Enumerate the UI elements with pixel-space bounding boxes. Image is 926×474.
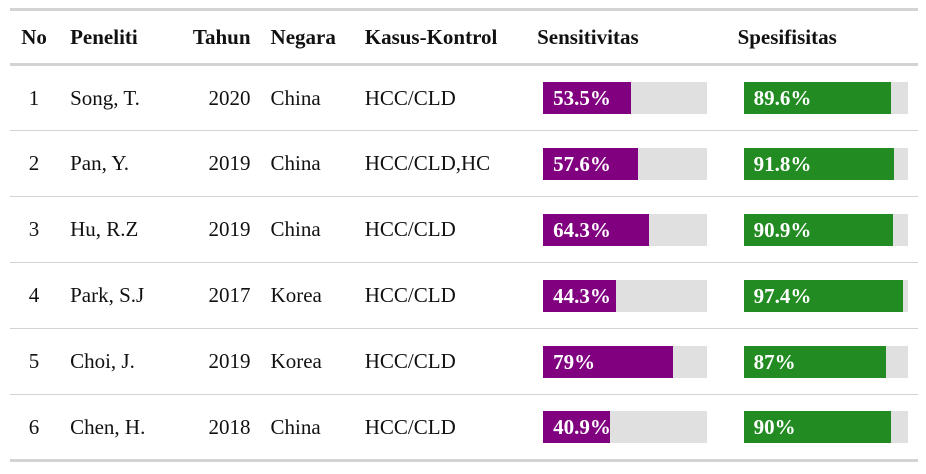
spesifisitas-bar-fill: [743, 147, 895, 180]
table-row: 4 Park, S.J 2017 Korea HCC/CLD 44.3% 97.4%: [10, 263, 918, 329]
spesifisitas-bar-fill: [743, 213, 893, 246]
cell-no: 5: [28, 349, 40, 373]
sensitivitas-value: 53.5%: [553, 86, 611, 110]
cell-negara: Korea: [270, 283, 322, 307]
cell-tahun: 2019: [208, 349, 251, 373]
cell-spesifisitas: 91.8%: [738, 131, 918, 197]
sensitivitas-bar-fill: [543, 411, 611, 443]
sensitivitas-bar-track: 64.3%: [543, 213, 708, 246]
cell-kasus-kontrol: HCC/CLD: [364, 217, 456, 241]
header-row: No Peneliti Tahun Negara Kasus-Kontrol S…: [10, 9, 918, 65]
cell-tahun: 2018: [208, 414, 251, 439]
spesifisitas-value: 90%: [753, 415, 796, 439]
header-peneliti: Peneliti: [70, 24, 138, 49]
spesifisitas-bar-track: 90%: [743, 411, 908, 443]
spesifisitas-value: 91.8%: [753, 151, 812, 176]
cell-kasus-kontrol: HCC/CLD: [364, 349, 456, 373]
cell-spesifisitas: 89.6%: [738, 65, 918, 131]
cell-kasus-kontrol: HCC/CLD: [364, 283, 456, 307]
cell-kasus-kontrol: HCC/CLD: [364, 85, 456, 110]
cell-sensitivitas: 40.9%: [537, 395, 737, 461]
spesifisitas-bar-fill: [743, 411, 892, 443]
cell-tahun: 2019: [208, 151, 251, 175]
cell-negara: China: [270, 414, 321, 439]
cell-sensitivitas: 79%: [537, 329, 737, 395]
sensitivitas-value: 57.6%: [553, 151, 611, 176]
cell-tahun: 2019: [208, 217, 251, 241]
header-negara: Negara: [270, 24, 336, 49]
sensitivitas-bar-track: 40.9%: [543, 411, 708, 443]
cell-sensitivitas: 57.6%: [537, 131, 737, 197]
table-body: 1 Song, T. 2020 China HCC/CLD 53.5% 89.6% 2 Pan,…: [10, 65, 918, 461]
spesifisitas-bar-track: 97.4%: [743, 279, 908, 312]
spesifisitas-value: 90.9%: [753, 217, 812, 242]
cell-negara: China: [270, 217, 321, 241]
cell-kasus-kontrol: HCC/CLD,HC: [364, 151, 491, 175]
spesifisitas-bar-track: 89.6%: [743, 82, 908, 114]
spesifisitas-value: 87%: [753, 349, 796, 374]
cell-peneliti: Park, S.J: [70, 283, 145, 307]
cell-negara: Korea: [270, 349, 322, 373]
cell-peneliti: Song, T.: [70, 85, 140, 110]
sensitivitas-bar-track: 57.6%: [543, 147, 708, 180]
cell-no: 4: [28, 283, 40, 307]
table-row: 2 Pan, Y. 2019 China HCC/CLD,HC 57.6% 91.8%: [10, 131, 918, 197]
sensitivitas-bar-fill: [543, 279, 616, 312]
table-row: 3 Hu, R.Z 2019 China HCC/CLD 64.3% 90.9%: [10, 197, 918, 263]
table-row: 5 Choi, J. 2019 Korea HCC/CLD 79% 87%: [10, 329, 918, 395]
cell-spesifisitas: 87%: [738, 329, 918, 395]
sensitivitas-bar-fill: [543, 213, 649, 246]
sensitivitas-value: 79%: [553, 349, 596, 374]
study-table: No Peneliti Tahun Negara Kasus-Kontrol S…: [10, 8, 918, 462]
header-no: No: [21, 24, 47, 49]
cell-peneliti: Hu, R.Z: [70, 217, 139, 241]
header-kasus-kontrol: Kasus-Kontrol: [364, 24, 498, 49]
sensitivitas-bar-track: 53.5%: [543, 82, 708, 114]
sensitivitas-bar-track: 44.3%: [543, 279, 708, 312]
sensitivitas-bar-track: 79%: [543, 345, 708, 378]
cell-no: 6: [28, 414, 40, 439]
header-sensitivitas: Sensitivitas: [537, 24, 639, 49]
header-spesifisitas: Spesifisitas: [737, 24, 837, 49]
spesifisitas-bar-fill: [743, 82, 891, 114]
spesifisitas-bar-track: 87%: [743, 345, 908, 378]
table-row: 1 Song, T. 2020 China HCC/CLD 53.5% 89.6%: [10, 65, 918, 131]
sensitivitas-value: 64.3%: [553, 217, 611, 242]
cell-negara: China: [270, 151, 321, 175]
cell-peneliti: Chen, H.: [70, 414, 146, 439]
cell-spesifisitas: 97.4%: [738, 263, 918, 329]
header-tahun: Tahun: [192, 24, 251, 49]
sensitivitas-bar-fill: [543, 147, 638, 180]
cell-no: 3: [28, 217, 40, 241]
cell-tahun: 2020: [208, 85, 251, 110]
cell-kasus-kontrol: HCC/CLD: [364, 414, 456, 439]
spesifisitas-bar-track: 90.9%: [743, 213, 908, 246]
spesifisitas-bar-fill: [743, 279, 904, 312]
sensitivitas-value: 40.9%: [553, 415, 611, 439]
sensitivitas-value: 44.3%: [553, 283, 611, 308]
cell-tahun: 2017: [208, 283, 251, 307]
spesifisitas-value: 97.4%: [753, 283, 812, 308]
cell-spesifisitas: 90.9%: [738, 197, 918, 263]
spesifisitas-value: 89.6%: [753, 86, 812, 110]
sensitivitas-bar-fill: [543, 345, 673, 378]
study-table-container: No Peneliti Tahun Negara Kasus-Kontrol S…: [10, 8, 918, 462]
spesifisitas-bar-track: 91.8%: [743, 147, 908, 180]
cell-peneliti: Pan, Y.: [70, 151, 130, 175]
cell-sensitivitas: 44.3%: [537, 263, 737, 329]
cell-no: 2: [28, 151, 40, 175]
spesifisitas-bar-fill: [743, 345, 887, 378]
cell-sensitivitas: 64.3%: [537, 197, 737, 263]
cell-no: 1: [28, 85, 40, 110]
cell-peneliti: Choi, J.: [70, 349, 135, 373]
cell-spesifisitas: 90%: [738, 395, 918, 461]
cell-sensitivitas: 53.5%: [537, 65, 737, 131]
cell-negara: China: [270, 85, 321, 110]
sensitivitas-bar-fill: [543, 82, 631, 114]
table-header: No Peneliti Tahun Negara Kasus-Kontrol S…: [10, 9, 918, 65]
table-row: 6 Chen, H. 2018 China HCC/CLD 40.9% 90%: [10, 395, 918, 461]
